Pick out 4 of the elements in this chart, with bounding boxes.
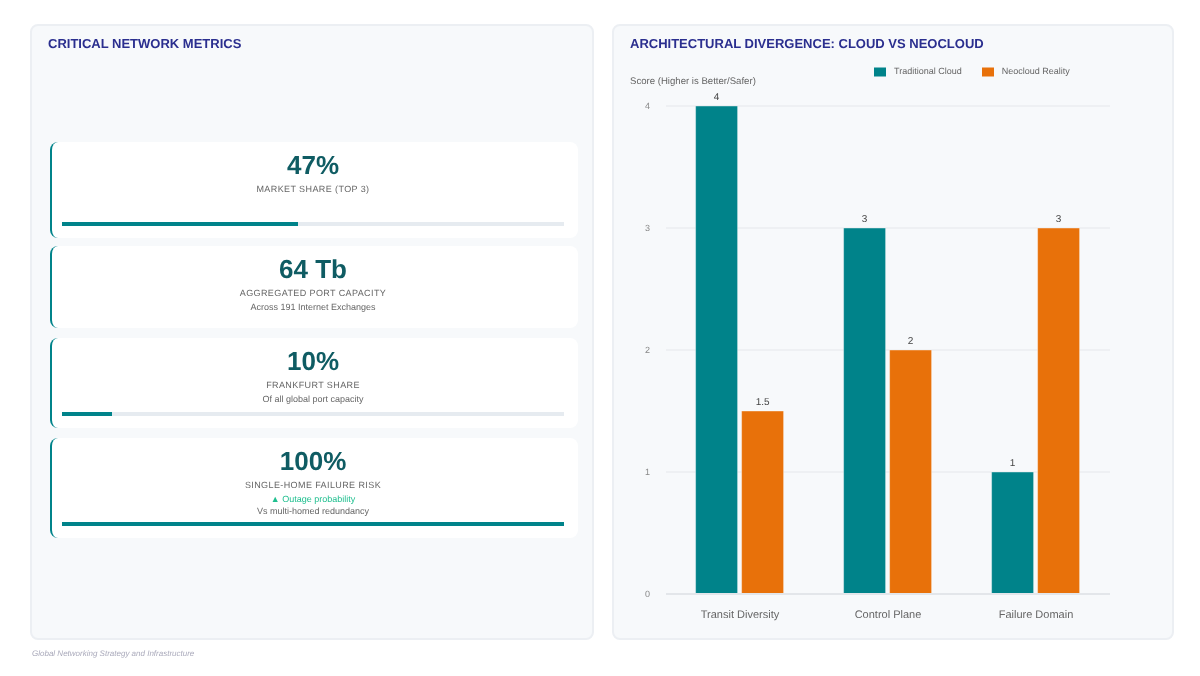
data-label: 10% [284, 346, 342, 376]
data-label: 100% [277, 446, 349, 476]
data-label: 64 Tb [277, 254, 349, 284]
data-label: 47% [284, 150, 342, 180]
